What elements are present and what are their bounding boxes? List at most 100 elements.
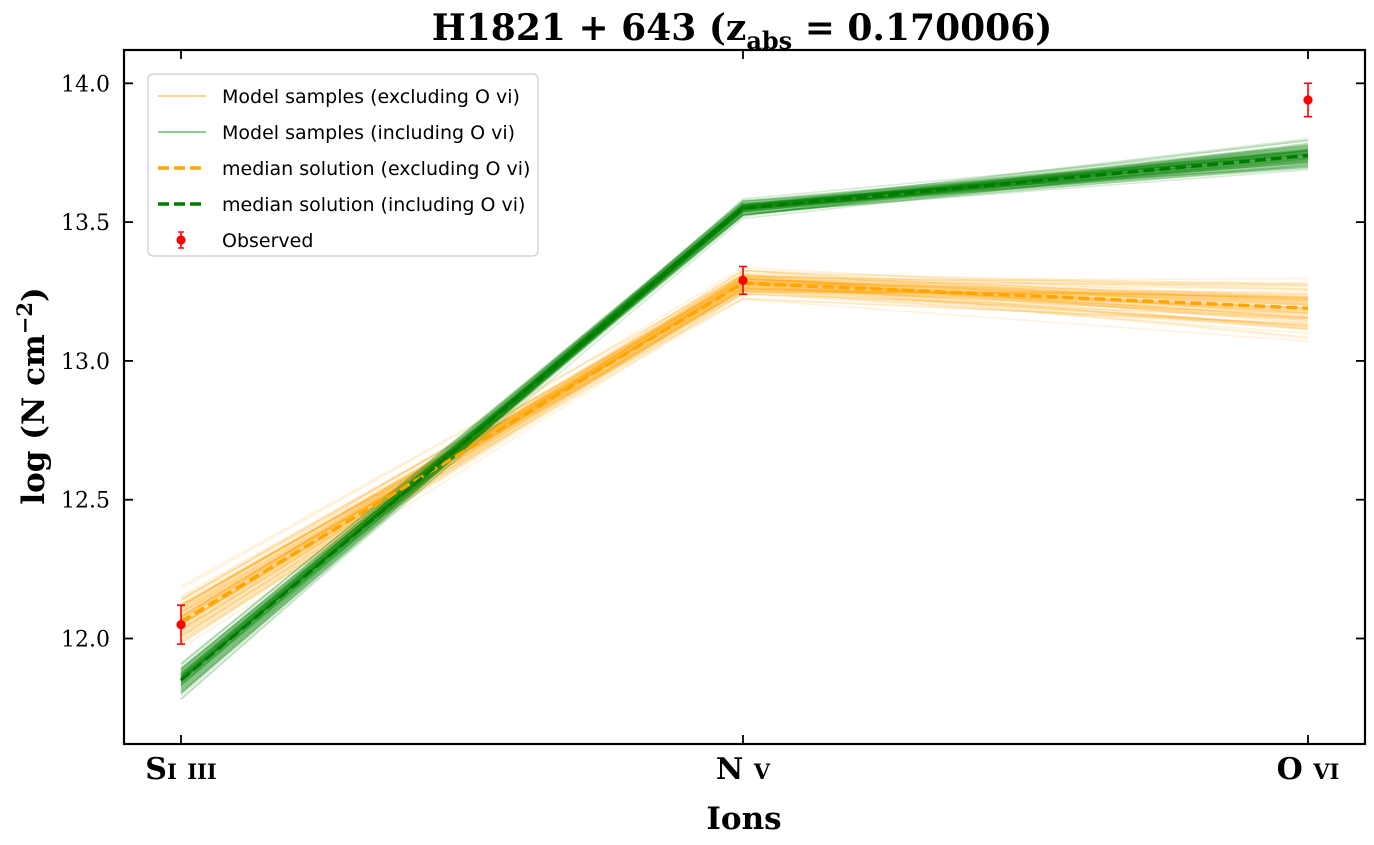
model-sample-line — [180, 145, 1309, 684]
model-sample-line — [180, 281, 1309, 609]
model-sample-line — [180, 157, 1309, 689]
model-sample-line — [180, 269, 1309, 626]
model-sample-line — [180, 289, 1309, 619]
model-sample-line — [180, 138, 1309, 697]
model-sample-line — [180, 282, 1309, 606]
model-sample-line — [180, 283, 1309, 645]
model-sample-line — [180, 298, 1309, 625]
model-sample-line — [180, 290, 1309, 625]
model-sample-line — [180, 164, 1309, 670]
observed-marker — [176, 620, 186, 630]
chart-title: H1821 + 643 (zabs = 0.170006) — [432, 7, 1053, 55]
model-sample-line — [180, 287, 1309, 635]
model-sample-line — [180, 288, 1309, 616]
model-sample-line — [180, 157, 1309, 670]
model-sample-line — [180, 286, 1309, 630]
model-sample-line — [180, 152, 1309, 675]
model-sample-line — [180, 151, 1309, 689]
legend-entry: Model samples (including O vi) — [158, 122, 515, 144]
model-sample-line — [180, 156, 1309, 676]
model-sample-line — [180, 270, 1309, 645]
model-sample-line — [180, 282, 1309, 631]
model-sample-line — [180, 297, 1309, 610]
model-sample-line — [180, 283, 1309, 607]
legend-label: median solution (excluding O vi) — [222, 158, 530, 180]
model-sample-line — [180, 150, 1309, 695]
model-sample-line — [180, 283, 1309, 639]
sample-lines-1 — [180, 138, 1309, 700]
y-tick-label: 13.5 — [61, 211, 110, 236]
x-tick-label: O vi — [1277, 752, 1340, 787]
model-sample-line — [180, 282, 1309, 620]
x-tick-label: N v — [716, 752, 771, 787]
model-sample-line — [180, 280, 1309, 623]
model-sample-line — [180, 287, 1309, 614]
median-line-including — [179, 153, 1309, 682]
legend-box — [147, 73, 539, 257]
model-sample-line — [180, 283, 1309, 613]
model-sample-line — [180, 290, 1309, 614]
model-sample-line — [180, 160, 1309, 687]
median-line-excluding — [180, 281, 1309, 624]
model-sample-line — [180, 279, 1309, 643]
model-sample-line — [180, 167, 1309, 687]
model-sample-line — [180, 291, 1309, 637]
model-sample-line — [180, 275, 1309, 609]
model-sample-line — [180, 272, 1309, 627]
model-sample-line — [180, 151, 1309, 677]
model-sample-line — [180, 284, 1309, 617]
model-sample-line — [180, 287, 1309, 636]
model-sample-line — [180, 278, 1309, 625]
model-sample-line — [180, 144, 1309, 684]
model-sample-line — [180, 278, 1309, 630]
model-sample-line — [180, 149, 1309, 689]
model-sample-line — [180, 287, 1309, 606]
model-sample-line — [180, 277, 1309, 610]
model-sample-line — [180, 286, 1309, 607]
model-sample-line — [180, 282, 1309, 625]
observed-point — [176, 604, 186, 645]
model-sample-line — [180, 159, 1309, 685]
model-sample-line — [180, 146, 1309, 671]
model-sample-line — [180, 286, 1309, 632]
ylabel-tail: ) — [16, 287, 52, 302]
model-sample-line — [180, 293, 1309, 649]
model-sample-line — [180, 281, 1309, 626]
model-sample-line — [180, 159, 1309, 679]
model-sample-line — [180, 289, 1309, 615]
y-tick-label: 14.0 — [61, 72, 110, 97]
ylabel-superscript: −2 — [12, 302, 37, 334]
legend-entry: median solution (including O vi) — [158, 194, 525, 216]
model-sample-line — [180, 274, 1309, 620]
model-sample-line — [180, 155, 1309, 693]
legend-label: Model samples (excluding O vi) — [222, 86, 520, 108]
model-sample-line — [180, 288, 1309, 623]
model-sample-line — [180, 276, 1309, 626]
model-sample-line — [180, 149, 1309, 665]
model-sample-line — [180, 273, 1309, 618]
model-sample-line — [180, 277, 1309, 631]
model-sample-line — [180, 149, 1309, 675]
model-sample-line — [180, 166, 1309, 674]
model-sample-line — [180, 285, 1309, 606]
model-sample-line — [180, 161, 1309, 666]
model-sample-line — [180, 158, 1309, 675]
model-sample-line — [180, 298, 1309, 602]
legend-label: Observed — [222, 230, 313, 252]
legend-swatch — [176, 235, 186, 245]
title-main: H1821 + 643 (z — [432, 7, 747, 49]
observed-marker — [1303, 95, 1313, 105]
model-sample-line — [180, 147, 1309, 675]
plot-area — [176, 82, 1313, 700]
x-tick-label: Si iii — [145, 752, 216, 787]
model-sample-line — [180, 153, 1309, 690]
model-sample-line — [180, 288, 1309, 610]
ylabel-main: log (N cm — [16, 334, 52, 505]
model-sample-line — [180, 290, 1309, 612]
legend-entry: median solution (excluding O vi) — [158, 158, 530, 180]
model-sample-line — [180, 159, 1309, 691]
model-sample-line — [180, 287, 1309, 643]
model-sample-line — [180, 149, 1309, 674]
model-sample-line — [180, 289, 1309, 621]
